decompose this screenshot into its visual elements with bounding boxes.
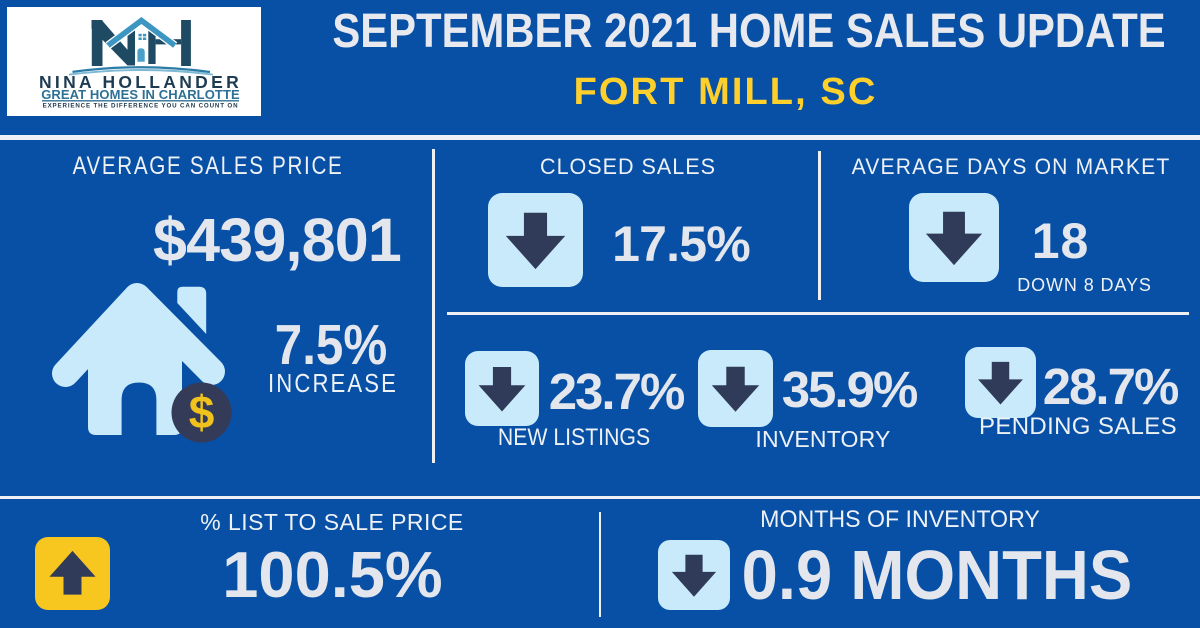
svg-text:NINA HOLLANDER: NINA HOLLANDER xyxy=(39,72,242,92)
svg-text:$: $ xyxy=(189,386,215,438)
svg-text:GREAT HOMES IN CHARLOTTE: GREAT HOMES IN CHARLOTTE xyxy=(41,87,240,102)
svg-text:EXPERIENCE THE DIFFERENCE YOU: EXPERIENCE THE DIFFERENCE YOU CAN COUNT … xyxy=(43,103,239,110)
